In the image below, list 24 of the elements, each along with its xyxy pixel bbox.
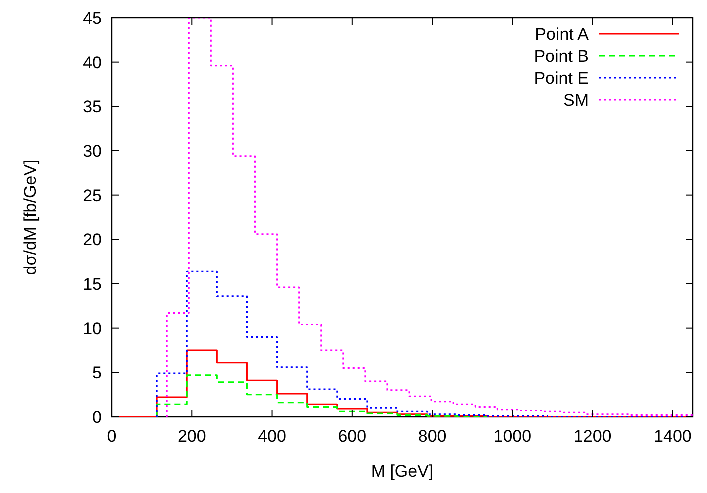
y-tick-label: 45 <box>83 9 102 28</box>
y-tick-label: 20 <box>83 230 102 250</box>
y-tick-label: 25 <box>83 186 102 206</box>
y-tick-label: 40 <box>83 53 102 72</box>
x-tick-label: 1400 <box>654 427 692 446</box>
y-tick-label: 0 <box>92 408 102 427</box>
x-tick-label: 400 <box>258 427 286 446</box>
x-tick-label: 1200 <box>574 427 612 446</box>
y-tick-label: 30 <box>83 142 102 161</box>
y-tick-label: 15 <box>83 275 102 294</box>
x-tick-label: 0 <box>107 427 117 446</box>
x-tick-label: 1000 <box>494 427 532 446</box>
x-tick-label: 600 <box>338 427 367 446</box>
y-axis-title: dσ/dM [fb/GeV] <box>21 160 40 276</box>
y-tick-label: 5 <box>92 364 102 383</box>
legend-label: SM <box>564 91 589 110</box>
y-tick-label: 35 <box>83 98 102 117</box>
legend-label: Point E <box>534 69 589 88</box>
x-axis-title: M [GeV] <box>371 462 434 481</box>
y-tick-label: 10 <box>83 319 102 338</box>
x-tick-label: 200 <box>178 427 206 446</box>
legend-label: Point B <box>534 47 589 66</box>
legend-label: Point A <box>535 25 590 44</box>
x-tick-label: 800 <box>418 427 447 446</box>
